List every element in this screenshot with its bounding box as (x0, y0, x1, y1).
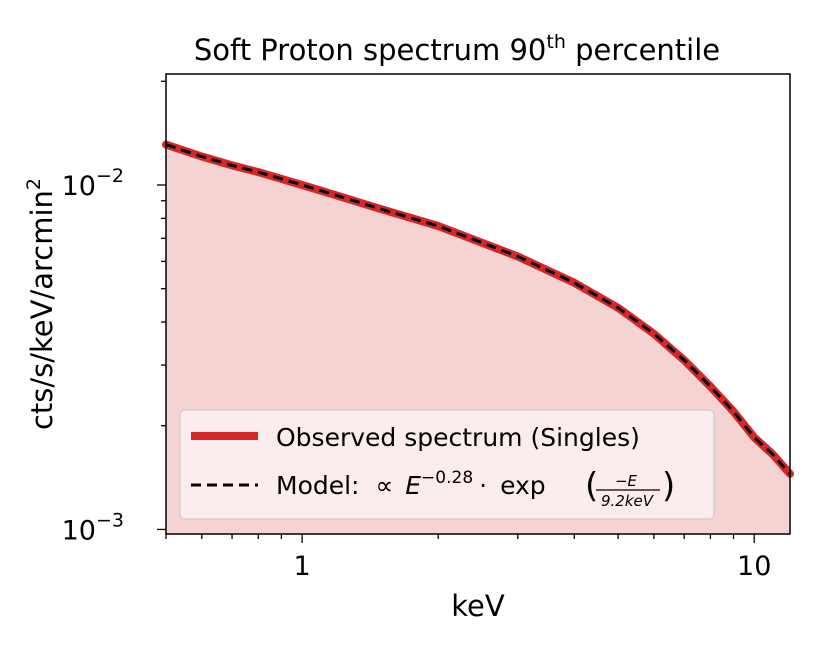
legend-model-label: Model: ∝ E−0.28 · exp (276, 468, 546, 500)
legend-paren-left: ( (585, 466, 598, 506)
plot-frame (165, 73, 791, 535)
x-tick-label-1: 1 (294, 551, 311, 582)
y-tick-label-1e-3: 10−3 (62, 509, 124, 546)
x-axis-label: keV (451, 589, 505, 623)
legend: Observed spectrum (Singles) Model: ∝ E−0… (179, 409, 715, 520)
legend-observed-label: Observed spectrum (Singles) (276, 423, 640, 452)
legend-paren-right: ) (662, 466, 675, 506)
x-tick-label-10: 10 (737, 551, 771, 582)
legend-fraction-num: −E (615, 472, 638, 490)
legend-fraction-den: 9.2keV (601, 492, 655, 510)
chart-title: Soft Proton spectrum 90th percentile (194, 31, 720, 67)
legend-box (179, 409, 715, 520)
x-axis-ticks (165, 534, 755, 543)
y-axis-ticks (157, 80, 166, 531)
y-axis-label: cts/s/keV/arcmin2 (23, 178, 59, 430)
y-tick-label-1e-2: 10−2 (62, 165, 124, 202)
model-line (165, 143, 792, 475)
